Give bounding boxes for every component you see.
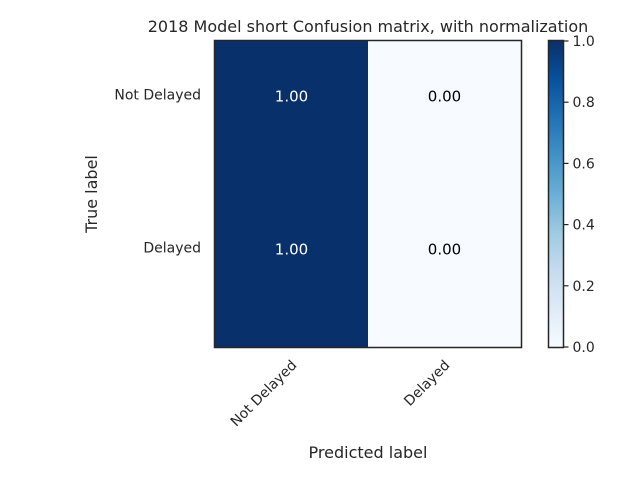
cell-value-label-r0-c1: 0.00 [428, 88, 461, 106]
heatmap-frame [213, 39, 523, 349]
heatmap-cell-r0-c0 [215, 41, 368, 194]
cell-value-label-r1-c1: 0.00 [428, 241, 461, 259]
chart-title: 2018 Model short Confusion matrix, with … [148, 17, 589, 36]
heatmap-cell-r1-c0 [215, 194, 368, 347]
heatmap-cells [215, 41, 521, 347]
heatmap-cell-r0-c1 [368, 41, 521, 194]
colorbar-gradient [548, 41, 563, 347]
colorbar-tick-label-5: 1.0 [573, 34, 595, 50]
y-tick-label-0: Not Delayed [114, 88, 201, 104]
colorbar-tick-label-1: 0.2 [573, 279, 595, 295]
colorbar-frame [547, 39, 565, 349]
heatmap-cell-r1-c1 [368, 194, 521, 347]
colorbar-tick-label-4: 0.8 [573, 95, 595, 111]
cell-value-label-r0-c0: 1.00 [275, 88, 308, 106]
colorbar-tick-label-0: 0.0 [573, 340, 595, 356]
y-axis-label: True label [82, 155, 101, 234]
cell-value-label-r1-c0: 1.00 [275, 241, 308, 259]
colorbar-tick-label-3: 0.6 [573, 156, 595, 172]
colorbar-ticks: 0.0 0.2 0.4 0.6 0.8 1.0 [563, 34, 595, 356]
y-axis-ticks: Not Delayed Delayed [114, 88, 201, 257]
x-axis-label: Predicted label [309, 443, 428, 462]
colorbar-tick-label-2: 0.4 [573, 218, 595, 234]
y-tick-label-1: Delayed [143, 241, 201, 257]
heatmap-cell-labels: 1.00 0.00 1.00 0.00 [275, 88, 461, 259]
